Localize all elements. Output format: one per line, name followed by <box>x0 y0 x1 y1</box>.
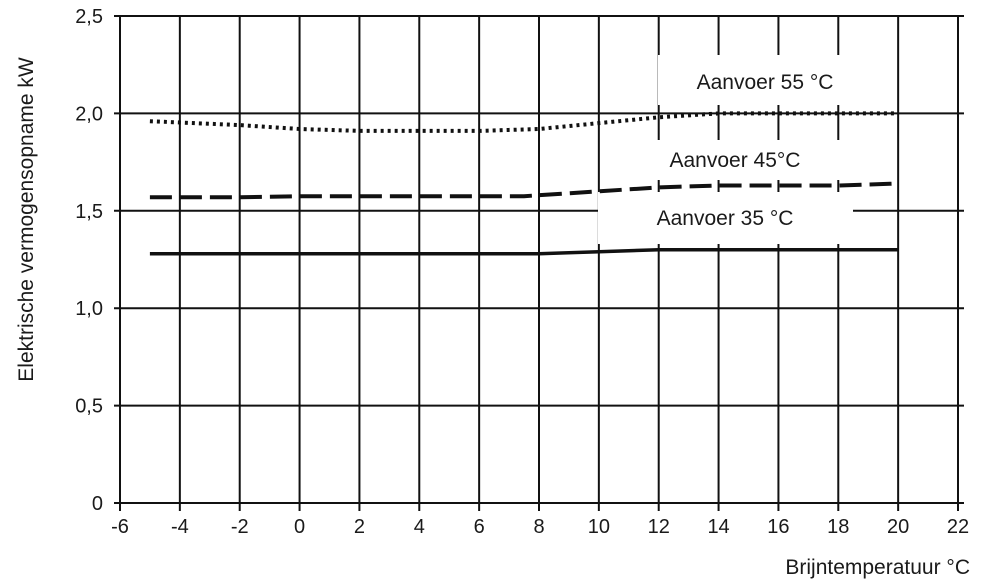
x-tick-label: 6 <box>474 516 485 538</box>
y-tick-label: 0 <box>92 493 103 515</box>
y-tick-labels: 0 0,5 1,0 1,5 2,0 2,5 <box>75 6 103 515</box>
x-tick-label: -4 <box>171 516 189 538</box>
x-tick-label: 20 <box>887 516 909 538</box>
series-label-0: Aanvoer 55 °C <box>697 71 834 94</box>
x-tick-label: 2 <box>354 516 365 538</box>
series-lines <box>149 111 899 256</box>
plot-frame <box>119 15 959 504</box>
x-tick-label: 18 <box>827 516 849 538</box>
x-axis-title: Brijntemperatuur °C <box>785 556 970 579</box>
series-label-backgrounds <box>598 55 858 244</box>
y-tick-label: 1,0 <box>75 298 103 320</box>
y-tick-label: 2,5 <box>75 6 103 28</box>
y-axis-title: Elektrische vermogensopname kW <box>15 57 38 382</box>
y-tick-label: 0,5 <box>75 396 103 418</box>
x-tick-label: 22 <box>947 516 969 538</box>
y-tick-label: 1,5 <box>75 201 103 223</box>
series-label-1: Aanvoer 45°C <box>670 149 801 172</box>
label-bg-35 <box>598 192 853 244</box>
x-tick-label: 0 <box>294 516 305 538</box>
label-bg-45 <box>620 140 850 180</box>
x-tick-label: 12 <box>648 516 670 538</box>
series-line-0 <box>149 111 899 133</box>
x-tick-label: -6 <box>111 516 129 538</box>
label-bg-55 <box>658 55 858 105</box>
series-labels: Aanvoer 55 °C Aanvoer 45°C Aanvoer 35 °C <box>657 71 834 230</box>
x-tick-label: 4 <box>414 516 425 538</box>
series-line-1 <box>149 181 899 200</box>
x-tick-label: 8 <box>533 516 544 538</box>
series-line-2 <box>149 248 899 256</box>
x-tick-labels: -6 -4 -2 0 2 4 6 8 10 12 14 16 18 20 22 <box>111 516 969 538</box>
x-tick-label: 16 <box>767 516 789 538</box>
x-tick-label: 14 <box>707 516 729 538</box>
y-tick-label: 2,0 <box>75 103 103 125</box>
x-tick-label: 10 <box>588 516 610 538</box>
series-label-2: Aanvoer 35 °C <box>657 207 794 230</box>
x-tick-label: -2 <box>231 516 249 538</box>
